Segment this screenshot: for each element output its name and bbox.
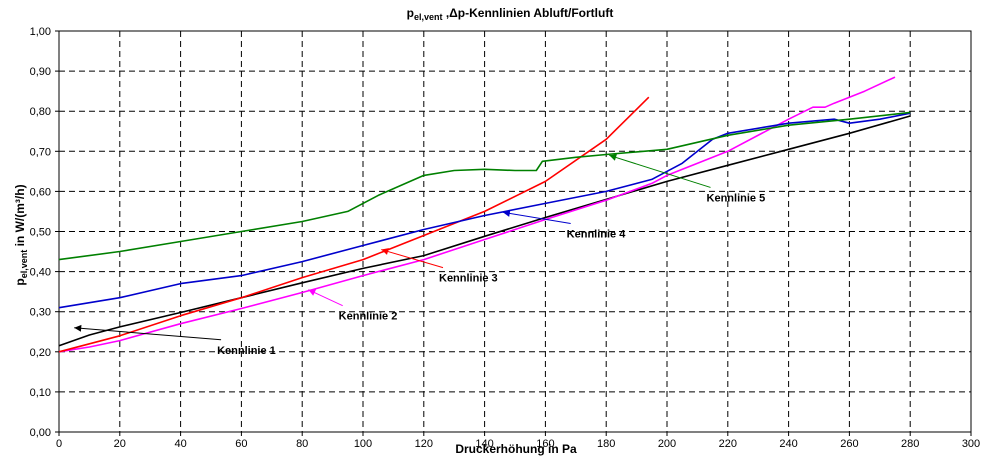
y-tick-label: 0,60 xyxy=(30,186,51,198)
annotation-label: Kennlinie 2 xyxy=(339,311,398,323)
x-tick-label: 300 xyxy=(962,438,980,450)
annotation-arrowhead xyxy=(609,154,617,161)
y-tick-label: 1,00 xyxy=(30,26,51,38)
series-line-k5 xyxy=(58,111,911,261)
chart-title-rest: ,Δp-Kennlinien Abluft/Fortluft xyxy=(443,6,614,20)
x-tick-label: 200 xyxy=(658,438,676,450)
x-tick-label: 120 xyxy=(415,438,433,450)
annotation-arrowhead xyxy=(502,209,511,217)
y-axis-title-sub: el,vent xyxy=(19,250,29,279)
chart-title-sub: el,vent xyxy=(414,12,443,22)
x-tick-label: 180 xyxy=(597,438,615,450)
y-tick-label: 0,90 xyxy=(30,66,51,78)
annotation-label: Kennlinie 4 xyxy=(567,229,627,241)
annotation-leader xyxy=(502,211,571,224)
y-tick-label: 0,30 xyxy=(30,307,51,319)
y-tick-label: 0,40 xyxy=(30,267,51,279)
axes xyxy=(55,30,972,436)
x-tick-label: 60 xyxy=(235,438,247,450)
x-tick-label: 20 xyxy=(114,438,126,450)
y-tick-label: 0,20 xyxy=(30,347,51,359)
y-tick-label: 0,50 xyxy=(30,227,51,239)
x-tick-label: 40 xyxy=(174,438,186,450)
x-tick-label: 0 xyxy=(56,438,62,450)
x-tick-label: 220 xyxy=(719,438,737,450)
x-tick-label: 100 xyxy=(354,438,372,450)
y-axis-title-main: p xyxy=(13,278,27,285)
y-axis-title: pel,vent in W/(m³/h) xyxy=(13,184,29,285)
y-tick-label: 0,00 xyxy=(30,427,51,439)
x-tick-label: 260 xyxy=(840,438,858,450)
series-lines xyxy=(58,76,911,353)
annotation-label: Kennlinie 1 xyxy=(217,345,276,357)
x-tick-label: 280 xyxy=(901,438,919,450)
tick-labels: 0 20 40 60 80 100 120 140 160 180 200 220 240 260 280 3… xyxy=(30,26,981,450)
annotations: Kennlinie 1 Kennlinie 2 Kennlinie 3 Kennlin… xyxy=(74,154,765,357)
series-line-k3 xyxy=(58,96,650,353)
chart-title-main: p xyxy=(407,6,414,20)
annotation-leader xyxy=(381,249,444,269)
x-tick-label: 140 xyxy=(475,438,493,450)
series-line-k1 xyxy=(58,115,911,347)
annotation-arrowhead xyxy=(381,248,389,255)
series-line-k2 xyxy=(58,76,896,353)
x-tick-label: 160 xyxy=(536,438,554,450)
chart-title: pel,vent ,Δp-Kennlinien Abluft/Fortluft xyxy=(407,6,614,22)
grid xyxy=(59,31,971,432)
annotation-leader xyxy=(609,154,711,188)
annotation-arrowhead xyxy=(308,289,317,296)
y-tick-label: 0,10 xyxy=(30,387,51,399)
x-tick-label: 80 xyxy=(296,438,308,450)
annotation-arrowhead xyxy=(74,324,82,332)
annotation-label: Kennlinie 5 xyxy=(707,192,766,204)
series-line-k4 xyxy=(58,112,911,309)
annotation-leader xyxy=(74,327,222,341)
y-axis-title-rest: in W/(m³/h) xyxy=(13,184,27,249)
y-tick-label: 0,70 xyxy=(30,146,51,158)
y-tick-label: 0,80 xyxy=(30,106,51,118)
x-axis-title: Druckerhöhung in Pa xyxy=(455,442,577,456)
annotation-label: Kennlinie 3 xyxy=(439,273,498,285)
x-tick-label: 240 xyxy=(779,438,797,450)
